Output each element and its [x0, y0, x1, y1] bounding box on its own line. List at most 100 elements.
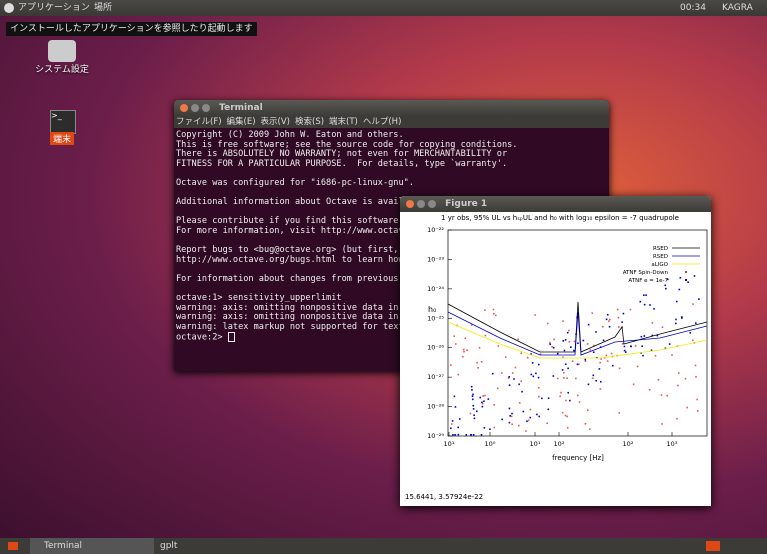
scatter-dot	[643, 294, 645, 296]
scatter-dot	[698, 298, 700, 300]
workspace-switcher[interactable]	[706, 541, 720, 551]
scatter-dot	[557, 378, 559, 380]
menu-item[interactable]: ファイル(F)	[176, 117, 222, 127]
scatter-dot	[565, 415, 567, 417]
maximize-button[interactable]	[202, 104, 210, 112]
minimize-button[interactable]	[191, 104, 199, 112]
bottom-panel: Terminal gplt	[0, 538, 767, 554]
scatter-dot	[547, 409, 549, 411]
scatter-dot	[541, 398, 543, 400]
scatter-dot	[481, 361, 483, 363]
task-button[interactable]: Terminal	[30, 538, 154, 554]
scatter-dot	[692, 340, 694, 342]
maximize-button[interactable]	[428, 200, 436, 208]
menu-item[interactable]: 編集(E)	[227, 117, 256, 127]
close-button[interactable]	[180, 104, 188, 112]
scatter-dot	[479, 397, 481, 399]
scatter-dot	[653, 308, 655, 310]
curve	[448, 322, 707, 358]
scatter-dot	[583, 340, 585, 342]
ubuntu-logo[interactable]	[4, 3, 14, 13]
task-button[interactable]: gplt	[146, 538, 260, 554]
scatter-dot	[466, 349, 468, 351]
scatter-dot	[579, 401, 581, 403]
scatter-dot	[568, 330, 570, 332]
scatter-dot	[619, 368, 621, 370]
scatter-dot	[470, 413, 472, 415]
close-button[interactable]	[406, 200, 414, 208]
scatter-dot	[661, 423, 663, 425]
scatter-dot	[520, 380, 522, 382]
scatter-dot	[549, 343, 551, 345]
scatter-dot	[621, 321, 623, 323]
scatter-dot	[559, 396, 561, 398]
scatter-dot	[473, 414, 475, 416]
scatter-dot	[566, 377, 568, 379]
scatter-dot	[562, 369, 564, 371]
scatter-dot	[485, 335, 487, 337]
scatter-dot	[588, 324, 590, 326]
scatter-dot	[553, 375, 555, 377]
scatter-dot	[509, 415, 511, 417]
scatter-dot	[565, 400, 567, 402]
settings-icon[interactable]	[48, 40, 76, 62]
scatter-dot	[509, 408, 511, 410]
scatter-dot	[523, 411, 525, 413]
menu-item[interactable]: ヘルプ(H)	[363, 117, 402, 127]
desktop: アプリケーション 場所 00:34 KAGRA インストールしたアプリケーション…	[0, 0, 767, 554]
terminal-icon[interactable]: >_	[50, 110, 76, 134]
scatter-dot	[473, 405, 475, 407]
scatter-dot	[612, 365, 614, 367]
scatter-dot	[587, 409, 589, 411]
x-tick-label: 10⁰	[485, 440, 496, 448]
scatter-dot	[585, 360, 587, 362]
scatter-dot	[624, 350, 626, 352]
show-desktop[interactable]	[8, 542, 18, 550]
plot-title: 1 yr obs, 95% UL vs hₛₚUL and h₀ with lo…	[441, 214, 679, 222]
scatter-dot	[569, 400, 571, 402]
scatter-dot	[511, 416, 513, 418]
places-menu[interactable]: 場所	[94, 0, 112, 16]
scatter-dot	[563, 372, 565, 374]
scatter-dot	[538, 396, 540, 398]
scatter-dot	[696, 399, 698, 401]
clock[interactable]: 00:34	[680, 0, 706, 16]
apps-menu[interactable]: アプリケーション	[18, 0, 90, 16]
scatter-dot	[563, 377, 565, 379]
scatter-dot	[607, 314, 609, 316]
menu-item[interactable]: 検索(S)	[295, 117, 324, 127]
scatter-dot	[567, 427, 569, 429]
scatter-dot	[533, 376, 535, 378]
legend-dot	[685, 279, 687, 281]
menu-item[interactable]: 端末(T)	[329, 117, 358, 127]
minimize-button[interactable]	[417, 200, 425, 208]
scatter-dot	[589, 428, 591, 430]
scatter-dot	[455, 406, 457, 408]
scatter-dot	[505, 356, 507, 358]
scatter-dot	[538, 377, 540, 379]
scatter-dot	[676, 418, 678, 420]
scatter-dot	[641, 345, 643, 347]
scatter-dot	[562, 412, 564, 414]
scatter-dot	[600, 358, 602, 360]
icon-label[interactable]: 端末	[50, 132, 74, 145]
scatter-dot	[567, 332, 569, 334]
scatter-dot	[649, 304, 651, 306]
scatter-dot	[588, 384, 590, 386]
scatter-dot	[695, 376, 697, 378]
scatter-dot	[567, 392, 569, 394]
scatter-dot	[465, 434, 467, 436]
scatter-dot	[595, 331, 597, 333]
scatter-dot	[463, 351, 465, 353]
scatter-dot	[589, 349, 591, 351]
user-menu[interactable]: KAGRA	[722, 0, 753, 16]
scatter-dot	[675, 319, 677, 321]
legend-dot	[685, 271, 687, 273]
scatter-dot	[463, 349, 465, 351]
icon-label[interactable]: システム設定	[30, 62, 94, 75]
legend-label: RSED	[653, 254, 668, 260]
window-title: Figure 1	[445, 199, 487, 209]
menu-item[interactable]: 表示(V)	[261, 117, 290, 127]
scatter-dot	[585, 423, 587, 425]
scatter-dot	[669, 343, 671, 345]
